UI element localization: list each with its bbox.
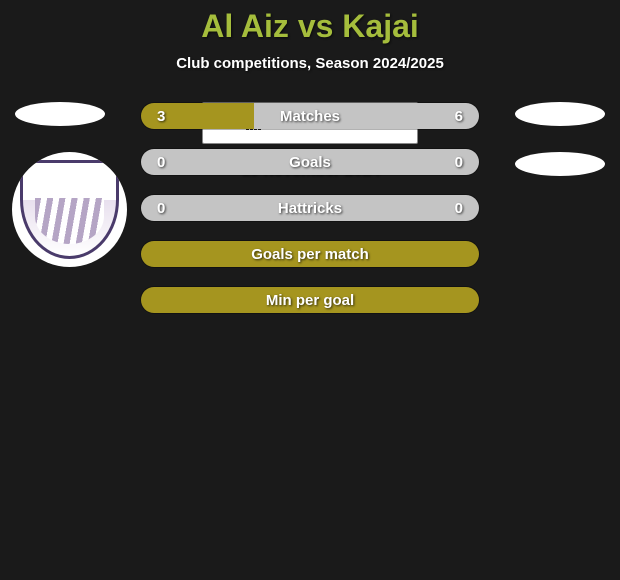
stat-label: Goals — [141, 149, 479, 175]
badge-stripes — [35, 198, 104, 244]
stat-label: Matches — [141, 103, 479, 129]
page-subtitle: Club competitions, Season 2024/2025 — [0, 55, 620, 72]
stat-bar-gpm: Goals per match — [140, 240, 480, 268]
stats-bars: 3 Matches 6 0 Goals 0 0 Hattricks 0 Goal… — [140, 102, 480, 332]
page-title: Al Aiz vs Kajai — [0, 0, 620, 45]
stat-right-value: 0 — [455, 149, 463, 175]
stat-right-value: 0 — [455, 195, 463, 221]
stat-bar-matches: 3 Matches 6 — [140, 102, 480, 130]
team-left-placeholder — [15, 102, 105, 126]
team-left-badge — [12, 152, 127, 267]
stat-right-value: 6 — [455, 103, 463, 129]
stat-label: Hattricks — [141, 195, 479, 221]
stat-bar-mpg: Min per goal — [140, 286, 480, 314]
team-right-placeholder-1 — [515, 102, 605, 126]
stat-bar-hattricks: 0 Hattricks 0 — [140, 194, 480, 222]
team-right-placeholder-2 — [515, 152, 605, 176]
stat-label: Goals per match — [141, 241, 479, 267]
stat-bar-goals: 0 Goals 0 — [140, 148, 480, 176]
stat-label: Min per goal — [141, 287, 479, 313]
shield-icon — [20, 160, 119, 259]
